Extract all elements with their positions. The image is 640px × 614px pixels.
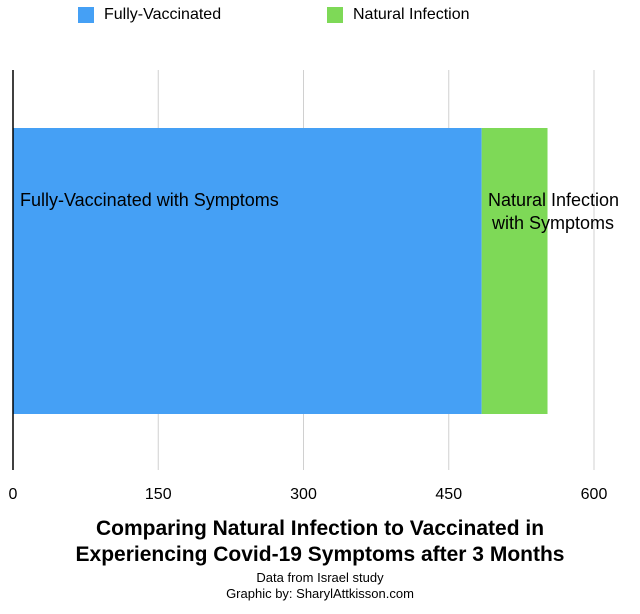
- graphic-credit-caption: Graphic by: SharylAttkisson.com: [226, 586, 414, 601]
- legend-label-fully-vaccinated: Fully-Vaccinated: [104, 6, 222, 23]
- x-tick-label: 450: [435, 486, 462, 503]
- x-tick-label: 600: [581, 486, 608, 503]
- x-tick-label: 0: [9, 486, 18, 503]
- legend-swatch-natural-infection: [327, 7, 343, 23]
- legend-swatch-fully-vaccinated: [78, 7, 94, 23]
- bar-natural-infection: [481, 128, 548, 414]
- chart-title-line-2: Experiencing Covid-19 Symptoms after 3 M…: [75, 543, 565, 566]
- legend-item-natural-infection: Natural Infection: [327, 6, 470, 24]
- legend-item-fully-vaccinated: Fully-Vaccinated: [78, 6, 221, 24]
- stacked-bar-chart: 0 150 300 450 600 Fully-Vaccinated with Sympt…: [9, 70, 619, 503]
- bar-label-natural-infection-line-2: with Symptoms: [491, 213, 614, 233]
- x-tick-label: 150: [145, 486, 172, 503]
- bar-fully-vaccinated: [13, 128, 482, 414]
- chart-legend: Fully-Vaccinated Natural Infection: [0, 6, 640, 30]
- bar-label-natural-infection-line-1: Natural Infection: [488, 190, 619, 210]
- bar-label-fully-vaccinated: Fully-Vaccinated with Symptoms: [20, 190, 279, 210]
- chart-title-line-1: Comparing Natural Infection to Vaccinate…: [95, 517, 545, 540]
- chart-titles: Comparing Natural Infection to Vaccinate…: [0, 516, 640, 602]
- legend-label-natural-infection: Natural Infection: [353, 6, 470, 23]
- x-tick-label: 300: [290, 486, 317, 503]
- data-source-caption: Data from Israel study: [256, 570, 384, 585]
